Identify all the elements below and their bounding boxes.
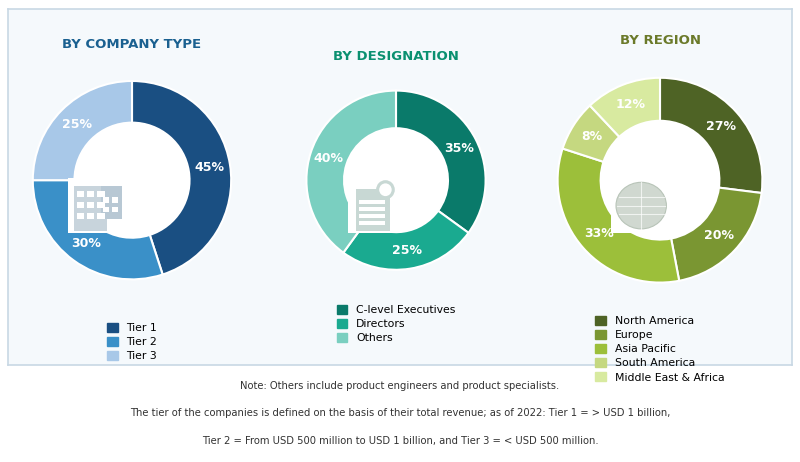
Text: 33%: 33%: [585, 227, 614, 240]
Text: The tier of the companies is defined on the basis of their total revenue; as of : The tier of the companies is defined on …: [130, 408, 670, 419]
Bar: [87, 213, 94, 219]
Wedge shape: [33, 180, 162, 280]
Wedge shape: [558, 149, 679, 283]
Text: 35%: 35%: [444, 141, 474, 155]
Bar: [98, 213, 105, 219]
Text: 40%: 40%: [314, 152, 344, 165]
Bar: [359, 214, 386, 218]
Bar: [359, 221, 386, 225]
Bar: [359, 201, 386, 204]
Text: 30%: 30%: [71, 237, 101, 250]
Wedge shape: [132, 81, 231, 274]
Bar: [103, 197, 110, 203]
Bar: [77, 213, 84, 219]
Text: Note: Others include product engineers and product specialists.: Note: Others include product engineers a…: [240, 381, 560, 391]
Bar: [74, 186, 107, 231]
Wedge shape: [306, 91, 396, 253]
Legend: North America, Europe, Asia Pacific, South America, Middle East & Africa: North America, Europe, Asia Pacific, Sou…: [594, 314, 726, 385]
Text: 25%: 25%: [62, 118, 91, 131]
Title: BY DESIGNATION: BY DESIGNATION: [333, 50, 459, 63]
Title: BY REGION: BY REGION: [619, 34, 701, 47]
Bar: [87, 202, 94, 208]
Legend: C-level Executives, Directors, Others: C-level Executives, Directors, Others: [334, 303, 458, 345]
Bar: [103, 207, 110, 212]
Bar: [77, 202, 84, 208]
Wedge shape: [671, 188, 762, 281]
Wedge shape: [396, 91, 486, 233]
Bar: [101, 186, 122, 219]
Circle shape: [376, 180, 395, 199]
Bar: [77, 191, 84, 197]
Text: 20%: 20%: [704, 229, 734, 242]
Bar: [112, 207, 118, 212]
Text: 45%: 45%: [194, 161, 225, 175]
Wedge shape: [33, 81, 132, 180]
Legend: Tier 1, Tier 2, Tier 3: Tier 1, Tier 2, Tier 3: [105, 321, 159, 363]
Bar: [112, 197, 118, 203]
Circle shape: [616, 182, 666, 229]
Text: Tier 2 = From USD 500 million to USD 1 billion, and Tier 3 = < USD 500 million.: Tier 2 = From USD 500 million to USD 1 b…: [202, 436, 598, 446]
Bar: [359, 207, 386, 211]
Bar: [87, 191, 94, 197]
Wedge shape: [590, 78, 660, 137]
Circle shape: [601, 121, 719, 240]
Wedge shape: [660, 78, 762, 193]
Wedge shape: [343, 211, 469, 270]
Bar: [98, 202, 105, 208]
Wedge shape: [562, 105, 619, 162]
Bar: [98, 191, 105, 197]
Circle shape: [74, 122, 190, 238]
Circle shape: [344, 128, 448, 232]
Text: 8%: 8%: [581, 130, 602, 143]
Title: BY COMPANY TYPE: BY COMPANY TYPE: [62, 38, 202, 51]
Text: 27%: 27%: [706, 120, 736, 133]
Bar: [356, 189, 390, 231]
Text: 12%: 12%: [615, 98, 646, 111]
Text: 25%: 25%: [392, 243, 422, 256]
Circle shape: [379, 183, 392, 196]
